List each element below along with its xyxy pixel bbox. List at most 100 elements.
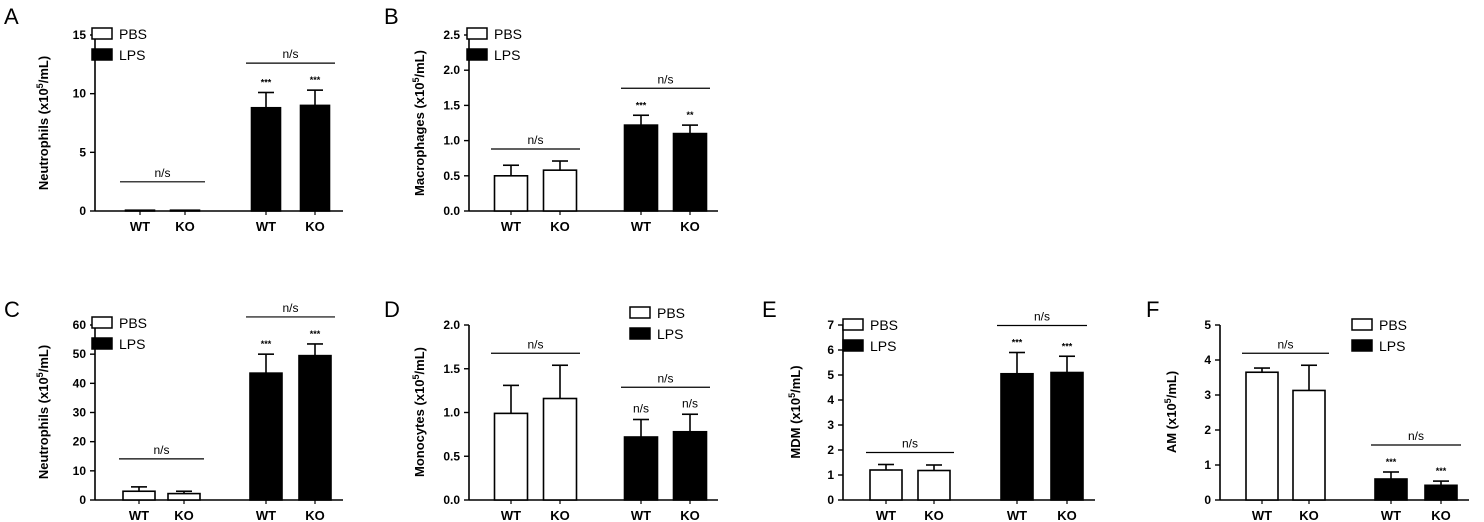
category-label: KO (174, 508, 194, 522)
y-tick-label: 50 (73, 347, 87, 361)
y-tick-label: 2.0 (443, 318, 460, 332)
y-tick-label: 5 (1204, 318, 1211, 332)
y-tick-label: 1.5 (443, 362, 460, 376)
y-axis-title-part: Monocytes (x10 (412, 379, 427, 477)
category-label: WT (876, 508, 896, 522)
ns-bracket-label: n/s (902, 437, 918, 451)
bar (623, 436, 659, 501)
y-tick-label: 4 (1204, 353, 1211, 367)
bar (672, 430, 708, 501)
significance-label: *** (1062, 341, 1073, 351)
y-tick-label: 20 (73, 435, 87, 449)
y-axis-title-part: AM (x10 (1164, 403, 1179, 453)
category-label: WT (1252, 508, 1272, 522)
y-axis-title-part: Neutrophils (x10 (36, 377, 51, 479)
category-label: KO (550, 508, 570, 522)
legend-swatch-lps (1351, 339, 1373, 352)
legend-label-pbs: PBS (1379, 317, 1407, 333)
category-label: WT (1007, 508, 1027, 522)
y-axis-title-superscript: 5 (1163, 398, 1173, 403)
legend-swatch-pbs (629, 306, 651, 319)
bar (1424, 484, 1458, 501)
bar (298, 354, 332, 501)
y-tick-label: 10 (73, 464, 87, 478)
panel-b: B 0.0 0.5 1.0 1.5 2.0 2.5 Macrophages (x105/mL)… (384, 4, 718, 234)
y-axis-title-superscript: 5 (411, 374, 421, 379)
y-axis-title-part: Macrophages (x10 (412, 83, 427, 196)
y-axis-title: Neutrophils (x105/mL) (35, 56, 51, 190)
y-axis-title-part: /mL) (412, 347, 427, 374)
y-axis-title-part: /mL) (412, 50, 427, 77)
y-tick-label: 1.5 (443, 98, 460, 112)
significance-label: *** (1012, 338, 1023, 348)
y-tick-label: 4 (827, 393, 834, 407)
category-label: KO (680, 219, 700, 234)
bar (869, 469, 903, 501)
legend-swatch-lps (842, 339, 864, 352)
bar (1292, 389, 1326, 501)
significance-label: *** (636, 100, 647, 110)
category-label: KO (924, 508, 944, 522)
legend-label-pbs: PBS (119, 26, 147, 42)
bar (542, 169, 578, 212)
category-label: WT (129, 508, 149, 522)
y-tick-label: 3 (1204, 388, 1211, 402)
y-tick-label: 1 (827, 468, 834, 482)
significance-label: ** (686, 110, 694, 120)
ns-bracket-label: n/s (1408, 429, 1424, 443)
legend-swatch-pbs (466, 27, 488, 40)
significance-label: n/s (633, 402, 649, 416)
ns-bracket-label: n/s (1277, 337, 1293, 351)
legend-label-lps: LPS (657, 326, 683, 342)
legend-swatch-pbs (91, 27, 113, 40)
category-label: WT (256, 219, 276, 234)
panel-letter: F (1146, 297, 1159, 322)
significance-label: n/s (682, 396, 698, 410)
category-label: KO (305, 219, 325, 234)
bar (1000, 372, 1034, 501)
category-label: KO (1057, 508, 1077, 522)
panel-letter: A (4, 4, 19, 29)
y-tick-label: 0 (79, 204, 86, 218)
panel-d: D 0.0 0.5 1.0 1.5 2.0 Monocytes (x105/mL) WT KO W… (384, 297, 718, 522)
y-axis-title-superscript: 5 (411, 78, 421, 83)
bar (249, 372, 283, 501)
bar (250, 106, 282, 212)
bar (1050, 371, 1084, 501)
legend-label-pbs: PBS (119, 315, 147, 331)
y-tick-label: 0.0 (443, 204, 460, 218)
bar (917, 469, 951, 501)
bar (167, 492, 201, 501)
legend-label-lps: LPS (494, 47, 520, 63)
bar (169, 209, 201, 212)
ns-bracket-label: n/s (527, 337, 543, 351)
y-tick-label: 40 (73, 376, 87, 390)
y-axis-title: AM (x105/mL) (1163, 371, 1179, 453)
ns-bracket-label: n/s (1034, 310, 1050, 324)
bar (493, 175, 529, 212)
category-label: WT (501, 508, 521, 522)
ns-bracket-label: n/s (282, 301, 298, 315)
y-tick-label: 60 (73, 318, 87, 332)
category-label: WT (1381, 508, 1401, 522)
y-tick-label: 6 (827, 343, 834, 357)
category-label: KO (1299, 508, 1319, 522)
bar (672, 132, 708, 212)
category-label: WT (631, 508, 651, 522)
significance-label: *** (261, 339, 272, 349)
y-tick-label: 0 (827, 493, 834, 507)
category-label: WT (501, 219, 521, 234)
legend-swatch-lps (629, 327, 651, 340)
legend-label-lps: LPS (870, 338, 896, 354)
category-label: WT (631, 219, 651, 234)
significance-label: *** (1386, 457, 1397, 467)
legend-swatch-lps (91, 337, 113, 350)
bar (1374, 478, 1408, 501)
panel-c: C 0 10 20 30 40 50 60 Neutrophils (x105/mL) WT KO W… (4, 297, 343, 522)
y-tick-label: 2 (827, 443, 834, 457)
y-tick-label: 3 (827, 418, 834, 432)
legend-swatch-pbs (91, 316, 113, 329)
y-tick-label: 2.5 (443, 28, 460, 42)
